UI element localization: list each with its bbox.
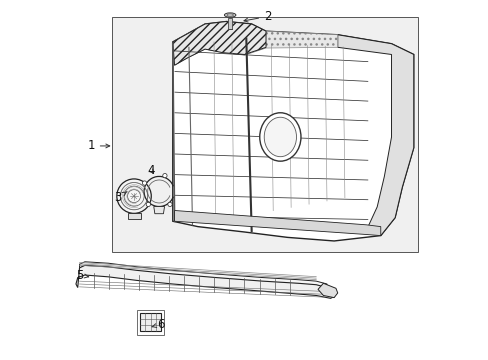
Polygon shape bbox=[80, 262, 326, 288]
Polygon shape bbox=[337, 35, 413, 235]
Polygon shape bbox=[317, 283, 337, 298]
Circle shape bbox=[163, 174, 167, 178]
Polygon shape bbox=[172, 24, 337, 65]
Text: 5: 5 bbox=[76, 269, 89, 282]
Polygon shape bbox=[174, 211, 380, 235]
Text: 3: 3 bbox=[114, 191, 127, 204]
Polygon shape bbox=[172, 22, 265, 65]
Text: 2: 2 bbox=[244, 10, 271, 23]
Bar bbox=[127, 213, 140, 219]
Circle shape bbox=[167, 202, 172, 207]
Text: 6: 6 bbox=[152, 318, 165, 331]
Polygon shape bbox=[153, 207, 164, 214]
Circle shape bbox=[117, 179, 151, 213]
Ellipse shape bbox=[224, 13, 235, 17]
Bar bbox=[137, 310, 164, 335]
Ellipse shape bbox=[259, 113, 301, 161]
Bar bbox=[112, 17, 418, 252]
Ellipse shape bbox=[226, 14, 233, 16]
Circle shape bbox=[146, 202, 150, 207]
Circle shape bbox=[142, 181, 146, 185]
Bar bbox=[140, 314, 161, 331]
Text: 1: 1 bbox=[87, 139, 109, 152]
Text: 4: 4 bbox=[147, 164, 155, 177]
Ellipse shape bbox=[264, 117, 296, 157]
Bar bbox=[227, 18, 232, 29]
Bar bbox=[112, 17, 418, 252]
Polygon shape bbox=[76, 265, 333, 298]
Polygon shape bbox=[172, 22, 413, 241]
